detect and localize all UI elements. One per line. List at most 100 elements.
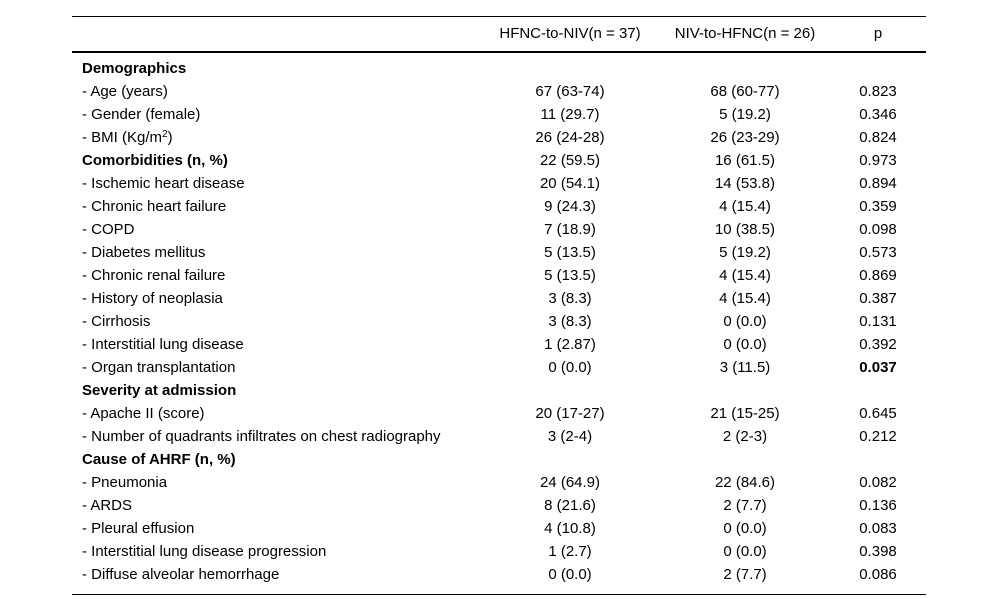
value-p [830, 448, 926, 471]
row-label: Demographics [82, 60, 187, 77]
row-label: - Gender (female) [82, 106, 201, 123]
value-hfnc-to-niv [480, 379, 660, 402]
value-niv-to-hfnc [660, 379, 830, 402]
value-hfnc-to-niv: 0 (0.0) [480, 563, 660, 595]
table-row: - Diabetes mellitus 5 (13.5) 5 (19.2) 0.573 [72, 241, 926, 264]
header-label-column [72, 16, 480, 53]
value-hfnc-to-niv: 9 (24.3) [544, 198, 596, 215]
value-hfnc-to-niv: 26 (24-28) [535, 129, 605, 146]
row-label: - Organ transplantation [82, 359, 236, 376]
table-row: - Chronic renal failure 5 (13.5) 4 (15.4) 0… [72, 264, 926, 287]
value-hfnc-to-niv: 8 (21.6) [544, 497, 596, 514]
table-row: - COPD 7 (18.9) 10 (38.5) 0.098 [72, 218, 926, 241]
row-label: - Diffuse alveolar hemorrhage [72, 563, 480, 595]
value-niv-to-hfnc: 26 (23-29) [710, 129, 780, 146]
row-label: Cause of AHRF (n, %) [82, 451, 236, 468]
row-label: - Chronic heart failure [82, 198, 227, 215]
row-label: - Interstitial lung disease [82, 336, 244, 353]
value-p: 0.037 [859, 359, 897, 376]
row-label: - Apache II (score) [82, 405, 205, 422]
value-p: 0.086 [830, 563, 926, 595]
value-hfnc-to-niv: 11 (29.7) [540, 106, 600, 123]
row-label: - COPD [82, 221, 135, 238]
value-niv-to-hfnc: 3 (11.5) [719, 359, 771, 376]
row-label: - Pleural effusion [82, 520, 195, 537]
value-niv-to-hfnc: 4 (15.4) [719, 267, 771, 284]
value-p: 0.082 [859, 474, 897, 491]
value-p: 0.136 [859, 497, 897, 514]
value-niv-to-hfnc: 4 (15.4) [719, 198, 771, 215]
value-hfnc-to-niv [480, 448, 660, 471]
value-p [830, 379, 926, 402]
row-label: - Interstitial lung disease progression [82, 543, 327, 560]
table-row: - Gender (female) 11 (29.7) 5 (19.2) 0.346 [72, 103, 926, 126]
row-label: - History of neoplasia [82, 290, 223, 307]
value-niv-to-hfnc: 68 (60-77) [710, 83, 780, 100]
value-p: 0.973 [859, 152, 897, 169]
row-label: - Ischemic heart disease [82, 175, 245, 192]
table-body: Demographics - Age (years) 67 (63-74) 68 (6… [72, 52, 926, 595]
value-niv-to-hfnc: 5 (19.2) [719, 244, 771, 261]
value-p: 0.131 [859, 313, 897, 330]
value-hfnc-to-niv: 4 (10.8) [544, 520, 596, 537]
row-label: Severity at admission [82, 382, 237, 399]
value-hfnc-to-niv: 3 (8.3) [548, 290, 592, 307]
table-row: - Pneumonia 24 (64.9) 22 (84.6) 0.082 [72, 471, 926, 494]
value-p: 0.392 [859, 336, 897, 353]
table-row: - Organ transplantation 0 (0.0) 3 (11.5) 0.… [72, 356, 926, 379]
value-niv-to-hfnc: 2 (7.7) [660, 563, 830, 595]
value-niv-to-hfnc: 2 (7.7) [723, 497, 767, 514]
value-hfnc-to-niv: 1 (2.87) [544, 336, 596, 353]
value-hfnc-to-niv: 5 (13.5) [544, 244, 596, 261]
row-label: - Chronic renal failure [82, 267, 226, 284]
value-niv-to-hfnc: 21 (15-25) [710, 405, 780, 422]
table-row: - Diffuse alveolar hemorrhage 0 (0.0) 2 (7… [72, 563, 926, 595]
value-p: 0.823 [859, 83, 897, 100]
row-label: - Number of quadrants infiltrates on che… [82, 428, 441, 445]
value-niv-to-hfnc: 2 (2-3) [722, 428, 768, 445]
table-row: - ARDS 8 (21.6) 2 (7.7) 0.136 [72, 494, 926, 517]
value-hfnc-to-niv: 3 (8.3) [548, 313, 592, 330]
value-niv-to-hfnc: 5 (19.2) [719, 106, 771, 123]
section-row: Comorbidities (n, %) 22 (59.5) 16 (61.5) 0.… [72, 149, 926, 172]
row-label: Comorbidities (n, %) [82, 152, 228, 169]
value-hfnc-to-niv: 1 (2.7) [548, 543, 592, 560]
value-p: 0.398 [859, 543, 897, 560]
value-hfnc-to-niv: 24 (64.9) [539, 474, 601, 491]
value-p: 0.387 [859, 290, 897, 307]
value-p: 0.824 [859, 129, 897, 146]
value-p: 0.098 [859, 221, 897, 238]
table-row: - Pleural effusion 4 (10.8) 0 (0.0) 0.083 [72, 517, 926, 540]
value-p: 0.573 [859, 244, 897, 261]
header-row: HFNC-to-NIV(n = 37) NIV-to-HFNC(n = 26) … [72, 16, 926, 53]
value-niv-to-hfnc: 0 (0.0) [723, 520, 767, 537]
header-p-value: p [830, 16, 926, 53]
value-p: 0.645 [859, 405, 897, 422]
value-hfnc-to-niv: 3 (2-4) [547, 428, 593, 445]
table-row: - BMI (Kg/m2) 26 (24-28) 26 (23-29) 0.824 [72, 126, 926, 149]
row-label: - Age (years) [82, 83, 168, 100]
value-p: 0.869 [859, 267, 897, 284]
table-header: HFNC-to-NIV(n = 37) NIV-to-HFNC(n = 26) … [72, 16, 926, 53]
row-label: - Pneumonia [82, 474, 168, 491]
value-hfnc-to-niv: 22 (59.5) [539, 152, 601, 169]
table-row: - Ischemic heart disease 20 (54.1) 14 (53.… [72, 172, 926, 195]
value-niv-to-hfnc: 0 (0.0) [723, 313, 767, 330]
value-p: 0.083 [859, 520, 897, 537]
row-label: - Cirrhosis [82, 313, 151, 330]
value-p: 0.359 [859, 198, 897, 215]
value-niv-to-hfnc: 22 (84.6) [714, 474, 776, 491]
value-niv-to-hfnc: 10 (38.5) [714, 221, 776, 238]
value-p: 0.212 [859, 428, 897, 445]
row-label: - BMI (Kg/m2) [82, 129, 173, 146]
value-p: 0.346 [859, 106, 897, 123]
section-row: Severity at admission [72, 379, 926, 402]
value-hfnc-to-niv: 0 (0.0) [548, 359, 592, 376]
table-row: - Age (years) 67 (63-74) 68 (60-77) 0.823 [72, 80, 926, 103]
value-niv-to-hfnc: 0 (0.0) [723, 336, 767, 353]
table-row: - Cirrhosis 3 (8.3) 0 (0.0) 0.131 [72, 310, 926, 333]
section-row: Cause of AHRF (n, %) [72, 448, 926, 471]
table-row: - History of neoplasia 3 (8.3) 4 (15.4) 0.3… [72, 287, 926, 310]
value-hfnc-to-niv: 20 (17-27) [535, 405, 605, 422]
